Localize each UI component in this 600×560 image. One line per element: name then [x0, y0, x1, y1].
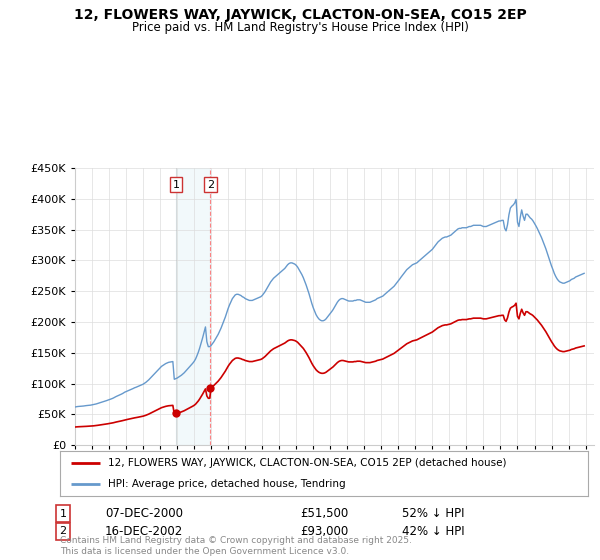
Text: 12, FLOWERS WAY, JAYWICK, CLACTON-ON-SEA, CO15 2EP (detached house): 12, FLOWERS WAY, JAYWICK, CLACTON-ON-SEA…	[107, 458, 506, 468]
Text: Contains HM Land Registry data © Crown copyright and database right 2025.
This d: Contains HM Land Registry data © Crown c…	[60, 536, 412, 556]
Text: £51,500: £51,500	[300, 507, 348, 520]
Text: 52% ↓ HPI: 52% ↓ HPI	[402, 507, 464, 520]
Text: 1: 1	[172, 180, 179, 190]
Text: 1: 1	[59, 508, 67, 519]
Text: HPI: Average price, detached house, Tendring: HPI: Average price, detached house, Tend…	[107, 479, 345, 489]
Text: £93,000: £93,000	[300, 525, 348, 538]
Text: Price paid vs. HM Land Registry's House Price Index (HPI): Price paid vs. HM Land Registry's House …	[131, 21, 469, 34]
Bar	[176, 168, 211, 445]
Text: 07-DEC-2000: 07-DEC-2000	[105, 507, 183, 520]
Text: 2: 2	[59, 526, 67, 536]
Text: 12, FLOWERS WAY, JAYWICK, CLACTON-ON-SEA, CO15 2EP: 12, FLOWERS WAY, JAYWICK, CLACTON-ON-SEA…	[74, 8, 526, 22]
Text: 42% ↓ HPI: 42% ↓ HPI	[402, 525, 464, 538]
Text: 16-DEC-2002: 16-DEC-2002	[105, 525, 183, 538]
Text: 2: 2	[207, 180, 214, 190]
